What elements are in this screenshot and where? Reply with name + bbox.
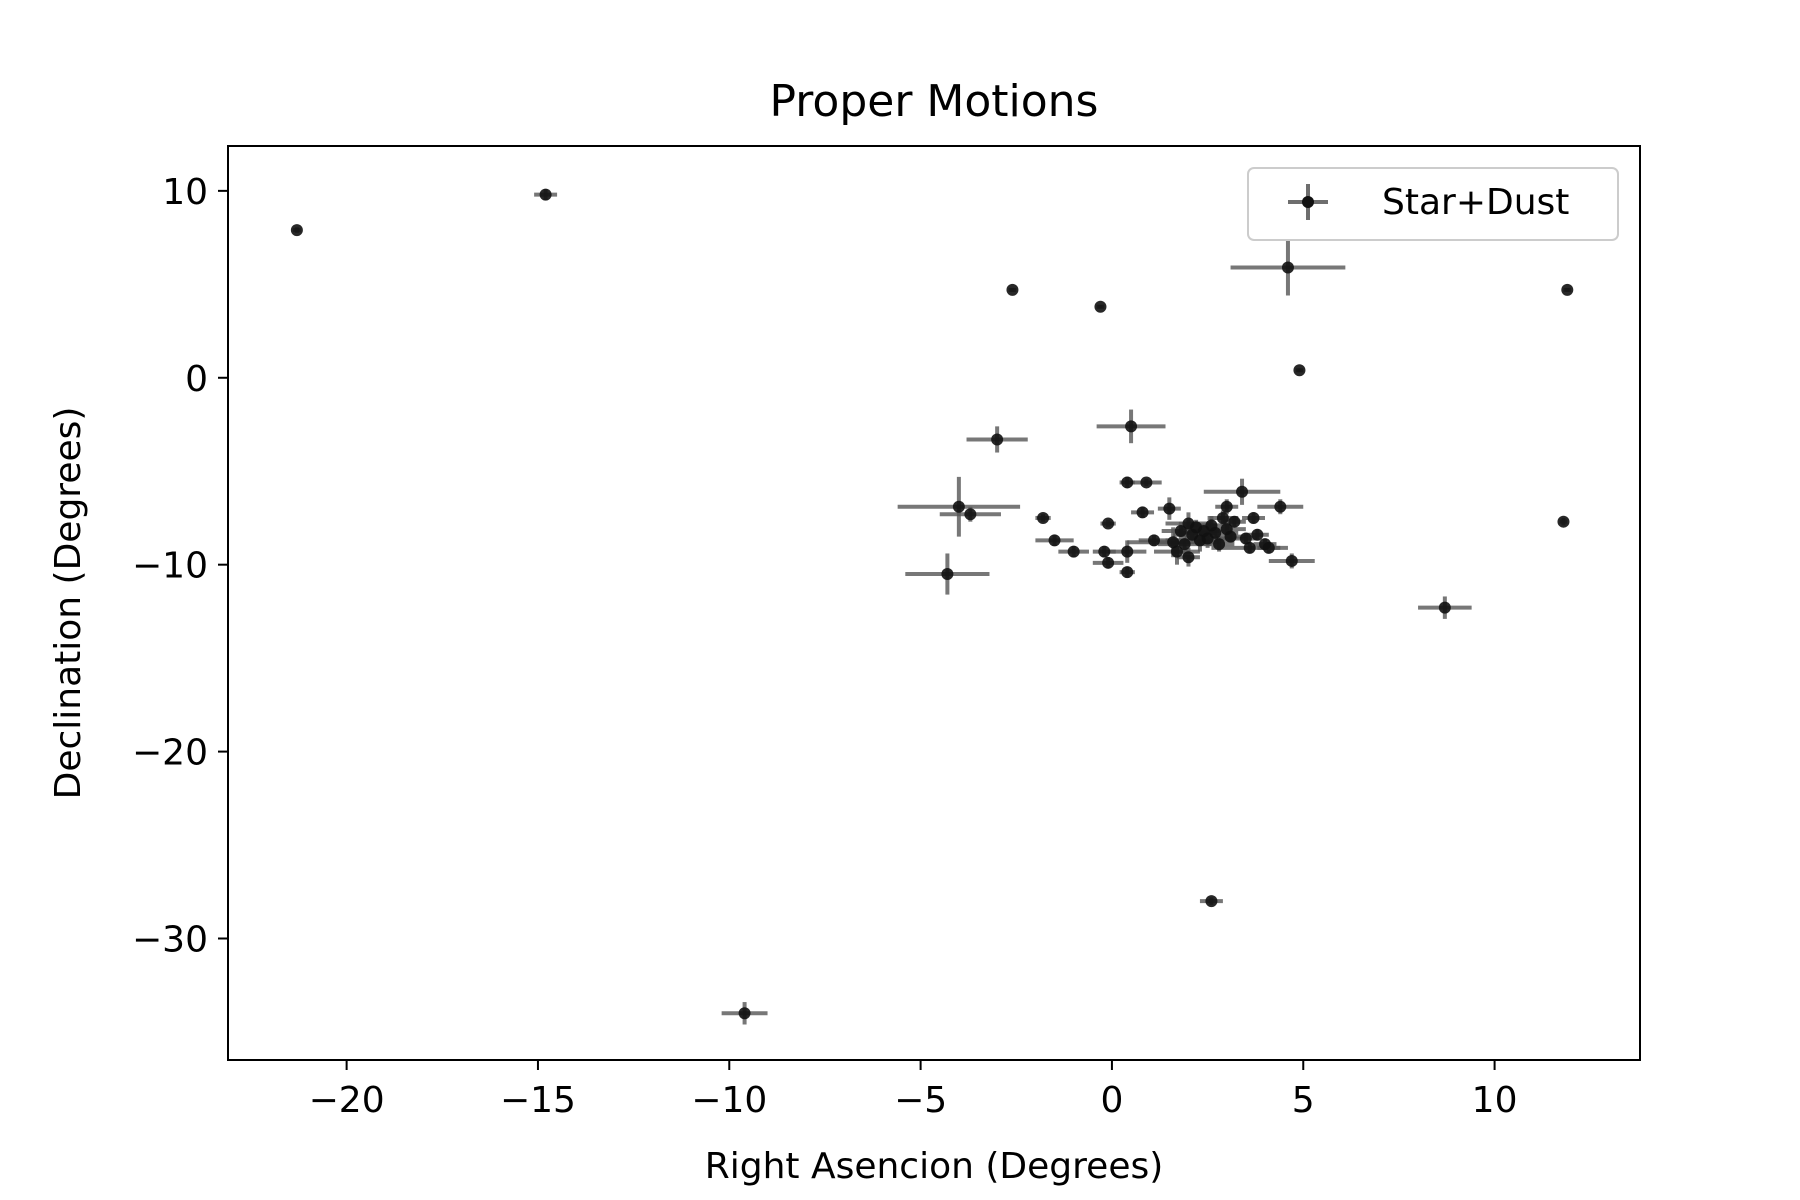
data-point: [1285, 554, 1298, 567]
data-point: [1102, 517, 1115, 530]
legend-label-star-dust: Star+Dust: [1382, 182, 1569, 223]
data-point: [991, 433, 1004, 446]
x-axis-label: Right Asencion (Degrees): [705, 1146, 1164, 1187]
data-point: [941, 568, 954, 581]
data-point: [1067, 545, 1080, 558]
data-point: [1174, 525, 1187, 538]
data-point: [1121, 566, 1134, 579]
data-point: [738, 1007, 751, 1020]
plot-frame: [227, 145, 1641, 1061]
data-point: [539, 188, 552, 201]
data-point: [1140, 476, 1153, 489]
data-point: [1205, 895, 1218, 908]
data-point: [290, 224, 303, 237]
y-tick-label: 0: [185, 359, 208, 400]
data-point: [1561, 283, 1574, 296]
x-axis: −20 −15 −10 −5 0 5 10: [309, 1060, 1518, 1121]
y-tick-label: −20: [132, 733, 208, 774]
data-point: [1037, 511, 1050, 524]
data-point: [1121, 476, 1134, 489]
data-point: [1006, 283, 1019, 296]
x-tick-label: −15: [500, 1080, 576, 1121]
data-point: [1438, 601, 1451, 614]
data-point: [1125, 420, 1138, 433]
data-point: [1293, 364, 1306, 377]
data-point: [1251, 528, 1264, 541]
data-point: [964, 508, 977, 521]
data-point: [1098, 545, 1111, 558]
x-tick-label: 10: [1472, 1080, 1518, 1121]
data-point: [1220, 500, 1233, 513]
y-axis-label: Declination (Degrees): [48, 407, 89, 800]
data-point: [1163, 502, 1176, 515]
data-point: [1236, 485, 1249, 498]
y-tick-label: 10: [162, 172, 208, 213]
x-tick-label: 0: [1100, 1080, 1123, 1121]
data-point: [1213, 538, 1226, 551]
y-tick-label: −30: [132, 920, 208, 961]
chart-title: Proper Motions: [770, 76, 1099, 127]
data-point: [1136, 506, 1149, 519]
y-tick-label: −10: [132, 546, 208, 587]
data-point: [1228, 515, 1241, 528]
data-point: [1239, 532, 1252, 545]
data-point: [1247, 511, 1260, 524]
x-tick-label: −5: [894, 1080, 947, 1121]
data-point: [1170, 545, 1183, 558]
data-point: [1209, 526, 1222, 539]
data-point-layer: [290, 188, 1574, 1020]
legend: Star+Dust: [1247, 167, 1619, 241]
x-tick-label: 5: [1292, 1080, 1315, 1121]
data-point: [1178, 538, 1191, 551]
data-point: [1182, 551, 1195, 564]
data-point: [1281, 261, 1294, 274]
x-tick-label: −20: [309, 1080, 385, 1121]
data-point: [1262, 541, 1275, 554]
data-point: [1274, 500, 1287, 513]
data-point: [952, 500, 965, 513]
data-point: [1216, 511, 1229, 524]
data-point: [1167, 536, 1180, 549]
data-point: [1224, 530, 1237, 543]
legend-box: [1247, 167, 1619, 241]
legend-marker: [1302, 196, 1314, 208]
data-point: [1148, 534, 1161, 547]
data-point: [1094, 300, 1107, 313]
data-point: [1243, 541, 1256, 554]
y-axis: 10 0 −10 −20 −30: [132, 172, 228, 961]
data-point: [1557, 515, 1570, 528]
data-point: [1102, 556, 1115, 569]
x-tick-label: −10: [691, 1080, 767, 1121]
data-point: [1048, 534, 1061, 547]
data-point: [1121, 545, 1134, 558]
